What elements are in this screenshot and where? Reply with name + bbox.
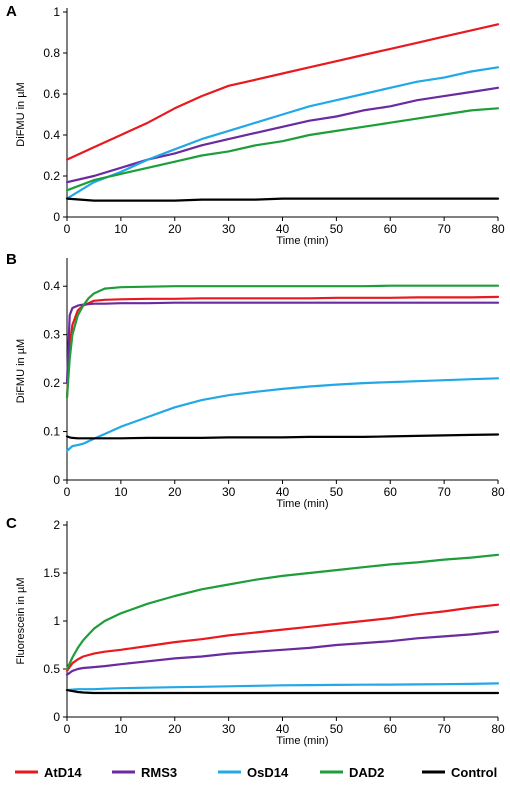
y-axis-label: DiFMU in µM (15, 82, 27, 146)
x-tick-label: 60 (384, 222, 398, 236)
x-tick-label: 30 (222, 222, 236, 236)
y-tick-label: 0 (53, 473, 60, 487)
series-line-control (65, 197, 500, 202)
x-tick-label: 20 (168, 222, 182, 236)
x-tick-label: 20 (168, 722, 182, 736)
legend-label-osd14: OsD14 (247, 765, 289, 780)
y-tick-label: 0.5 (43, 662, 60, 676)
y-tick-label: 0 (53, 210, 60, 224)
y-axis-label: DiFMU in µM (15, 339, 27, 403)
x-tick-label: 40 (276, 222, 290, 236)
panel-letter: C (6, 515, 17, 532)
legend: AtD14 RMS3 OsD14 DAD2 Control (15, 765, 497, 780)
series-line-dad2 (65, 553, 500, 671)
panel-letter: A (6, 3, 17, 20)
x-tick-label: 70 (437, 485, 451, 499)
series-line-rms3 (65, 301, 500, 385)
series-line-atd14 (65, 295, 500, 399)
x-tick-label: 40 (276, 722, 290, 736)
x-tick-label: 50 (330, 722, 344, 736)
x-tick-label: 10 (114, 222, 128, 236)
y-tick-label: 0.4 (43, 279, 60, 293)
x-tick-label: 20 (168, 485, 182, 499)
series-line-atd14 (65, 603, 500, 673)
y-tick-label: 0.4 (43, 128, 60, 142)
x-tick-label: 50 (330, 485, 344, 499)
x-tick-label: 70 (437, 722, 451, 736)
legend-label-atd14: AtD14 (44, 765, 82, 780)
series-line-dad2 (65, 107, 500, 192)
series-line-osd14 (65, 682, 500, 692)
x-tick-label: 40 (276, 485, 290, 499)
y-tick-label: 0.8 (43, 46, 60, 60)
x-tick-label: 10 (114, 722, 128, 736)
x-tick-label: 80 (491, 222, 505, 236)
series-line-rms3 (65, 86, 500, 184)
y-tick-label: 1.5 (43, 566, 60, 580)
y-tick-label: 2 (53, 518, 60, 532)
x-tick-label: 30 (222, 722, 236, 736)
series-line-osd14 (65, 66, 500, 200)
x-tick-label: 10 (114, 485, 128, 499)
x-tick-label: 0 (64, 222, 71, 236)
legend-label-dad2: DAD2 (349, 765, 384, 780)
series-line-atd14 (65, 23, 500, 161)
x-tick-label: 50 (330, 222, 344, 236)
x-tick-label: 0 (64, 485, 71, 499)
x-axis-label: Time (min) (276, 235, 328, 247)
panel-letter: B (6, 251, 17, 268)
x-tick-label: 30 (222, 485, 236, 499)
panel-b: B 0 0.1 0.2 0.3 0.4 0 10 20 30 40 50 60 70 80 Time (min… (6, 251, 505, 510)
series-line-osd14 (65, 377, 500, 452)
y-tick-label: 0.3 (43, 328, 60, 342)
y-tick-label: 1 (53, 5, 60, 19)
series-line-control (65, 688, 500, 695)
x-tick-label: 60 (384, 722, 398, 736)
y-tick-label: 0.6 (43, 87, 60, 101)
x-axis-label: Time (min) (276, 498, 328, 510)
y-tick-label: 0.2 (43, 376, 60, 390)
series-line-dad2 (65, 284, 500, 399)
x-tick-label: 70 (437, 222, 451, 236)
y-tick-label: 1 (53, 614, 60, 628)
x-tick-label: 60 (384, 485, 398, 499)
series-line-control (65, 433, 500, 440)
legend-label-control: Control (451, 765, 497, 780)
y-axis-label: Fluorescein in µM (15, 577, 27, 664)
y-tick-label: 0 (53, 710, 60, 724)
x-axis-label: Time (min) (276, 735, 328, 747)
x-tick-label: 80 (491, 722, 505, 736)
y-tick-label: 0.2 (43, 169, 60, 183)
x-tick-label: 80 (491, 485, 505, 499)
series-line-rms3 (65, 630, 500, 676)
legend-label-rms3: RMS3 (141, 765, 177, 780)
y-tick-label: 0.1 (43, 425, 60, 439)
x-tick-label: 0 (64, 722, 71, 736)
